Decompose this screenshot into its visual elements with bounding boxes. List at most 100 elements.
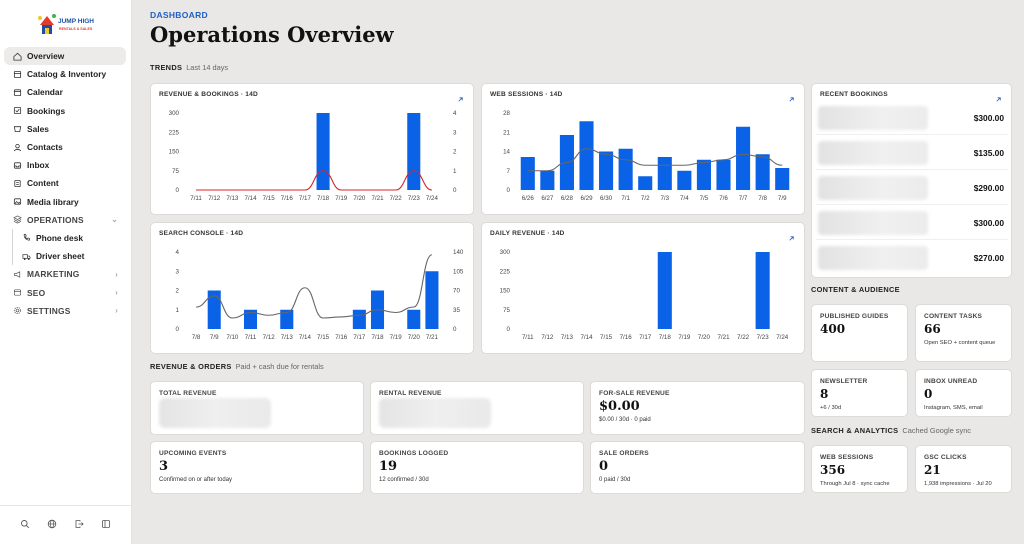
published-guides-card[interactable]: PUBLISHED GUIDES 400	[811, 304, 908, 362]
inbox-unread-card[interactable]: INBOX UNREAD 0 Instagram, SMS, email	[915, 369, 1012, 417]
sidebar-item-label: Sales	[27, 123, 49, 134]
booking-row[interactable]: $300.00	[816, 205, 1008, 240]
sidebar-item-contacts[interactable]: Contacts	[4, 138, 126, 156]
x-tick-label: 7/20	[408, 334, 421, 341]
chart-line	[527, 148, 783, 172]
chart-bar	[736, 126, 751, 190]
breadcrumb[interactable]: DASHBOARD	[150, 10, 208, 20]
search-console-card: 0 1 2 3 4 0 35 70 105 140 7/8 7/9 7/10 7/11 7/12 7/13 7/…	[150, 222, 474, 354]
kpi-sub: Confirmed on or after today	[159, 477, 233, 483]
page-title: Operations Overview	[150, 22, 394, 47]
y-tick-label: 14	[503, 149, 510, 156]
sidebar-item-label: Overview	[27, 51, 65, 62]
chart-bar	[775, 168, 790, 190]
external-link-icon[interactable]	[788, 90, 796, 102]
booking-amount: $290.00	[973, 183, 1004, 193]
kpi-value: 3	[159, 459, 169, 474]
sidebar-item-calendar[interactable]: Calendar	[4, 83, 126, 101]
globe-icon[interactable]	[47, 519, 59, 531]
sidebar-group-settings[interactable]: SETTINGS ›	[4, 302, 126, 320]
y-tick-label: 0	[507, 326, 511, 333]
total-revenue-card[interactable]: TOTAL REVENUE	[150, 381, 364, 435]
booking-row[interactable]: $135.00	[816, 135, 1008, 170]
for-sale-revenue-card[interactable]: FOR-SALE REVENUE $0.00 $0.00 / 30d · 0 p…	[590, 381, 805, 435]
sidebar-item-driver-sheet[interactable]: Driver sheet	[17, 247, 126, 265]
x-tick-label: 6/29	[580, 195, 593, 202]
chart-bar	[716, 159, 731, 190]
content-tasks-card[interactable]: CONTENT TASKS 66 Open SEO + content queu…	[915, 304, 1012, 362]
web-sessions-kpi-card[interactable]: WEB SESSIONS 356 Through Jul 8 · sync ca…	[811, 445, 908, 493]
megaphone-icon	[12, 269, 22, 279]
section-revenue-orders: REVENUE & ORDERS Paid + cash due for rent…	[150, 362, 324, 371]
sidebar-item-content[interactable]: Content	[4, 174, 126, 192]
x-tick-label: 7/14	[244, 195, 257, 202]
booking-row[interactable]: $300.00	[816, 100, 1008, 135]
sidebar-group-operations[interactable]: OPERATIONS ⌄	[4, 211, 126, 229]
x-tick-label: 7/16	[281, 195, 294, 202]
external-link-icon[interactable]	[788, 229, 796, 241]
search-icon[interactable]	[20, 519, 32, 531]
x-tick-label: 7/16	[620, 334, 633, 341]
sidebar-group-seo[interactable]: SEO ›	[4, 283, 126, 301]
sidebar-item-inbox[interactable]: Inbox	[4, 156, 126, 174]
x-tick-label: 7/21	[371, 195, 384, 202]
y-tick-label: 300	[169, 110, 180, 117]
section-label: CONTENT & AUDIENCE	[811, 285, 900, 294]
booking-row[interactable]: $290.00	[816, 170, 1008, 205]
section-label: SEARCH & ANALYTICS	[811, 426, 899, 435]
chevron-down-icon: ⌄	[111, 215, 118, 225]
sale-orders-card[interactable]: SALE ORDERS 0 0 paid / 30d	[590, 441, 805, 494]
sidebar-item-sales[interactable]: Sales	[4, 120, 126, 138]
daily-revenue-card: 0 75 150 225 300 7/11 7/12 7/13 7/14 7/15 7/16 7/17…	[481, 222, 805, 354]
sidebar-toggle-icon[interactable]	[101, 519, 113, 531]
card-title: SEARCH CONSOLE · 14D	[159, 230, 244, 237]
kpi-value: $0.00	[599, 399, 640, 414]
logo-icon: JUMP HIGH RENTALS & SALES	[38, 14, 94, 34]
gsc-clicks-card[interactable]: GSC CLICKS 21 1,938 impressions · Jul 20	[915, 445, 1012, 493]
y-tick-label: 0	[176, 326, 180, 333]
logout-icon[interactable]	[74, 519, 86, 531]
x-tick-label: 7/22	[737, 334, 750, 341]
x-tick-label: 7/2	[641, 195, 650, 202]
bookings-logged-card[interactable]: BOOKINGS LOGGED 19 12 confirmed / 30d	[370, 441, 584, 494]
sidebar-item-phone-desk[interactable]: Phone desk	[17, 229, 126, 247]
external-link-icon[interactable]	[995, 90, 1003, 102]
x-tick-label: 7/10	[226, 334, 239, 341]
x-tick-label: 7/17	[639, 334, 652, 341]
kpi-label: NEWSLETTER	[820, 378, 868, 385]
content-icon	[12, 178, 22, 188]
y-tick-label: 150	[169, 149, 180, 156]
sidebar-group-label: OPERATIONS	[27, 214, 84, 225]
kpi-sub: +6 / 30d	[820, 405, 842, 411]
y-tick-label: 0	[176, 187, 180, 194]
kpi-label: SALE ORDERS	[599, 450, 649, 457]
brand-logo[interactable]: JUMP HIGH RENTALS & SALES	[36, 11, 96, 37]
x-tick-label: 7/11	[522, 334, 534, 341]
sidebar-item-media-library[interactable]: Media library	[4, 193, 126, 211]
sidebar-item-catalog[interactable]: Catalog & Inventory	[4, 65, 126, 83]
x-tick-label: 7/12	[541, 334, 554, 341]
booking-row[interactable]: $270.00	[816, 240, 1008, 275]
redacted-booking	[818, 246, 928, 270]
rental-revenue-card[interactable]: RENTAL REVENUE	[370, 381, 584, 435]
chart-bar	[599, 151, 614, 190]
x-tick-label: 7/24	[426, 195, 439, 202]
chart-bar	[540, 170, 555, 190]
x-tick-label: 7/19	[335, 195, 348, 202]
external-link-icon[interactable]	[457, 90, 465, 102]
y-tick-label: 2	[176, 288, 180, 295]
sidebar-item-overview[interactable]: Overview	[4, 47, 126, 66]
x-tick-label: 7/13	[226, 195, 239, 202]
kpi-sub: $0.00 / 30d · 0 paid	[599, 417, 651, 423]
x-tick-label: 7/9	[778, 195, 787, 202]
sidebar-group-marketing[interactable]: MARKETING ›	[4, 265, 126, 283]
media-icon	[12, 197, 22, 207]
chart-bar	[677, 170, 692, 190]
x-tick-label: 7/13	[561, 334, 574, 341]
upcoming-events-card[interactable]: UPCOMING EVENTS 3 Confirmed on or after …	[150, 441, 364, 494]
sidebar-item-bookings[interactable]: Bookings	[4, 102, 126, 120]
newsletter-card[interactable]: NEWSLETTER 8 +6 / 30d	[811, 369, 908, 417]
chart-bar	[407, 113, 421, 190]
x-tick-label: 7/20	[353, 195, 366, 202]
sidebar-nav: Overview Catalog & Inventory Calendar Bo…	[4, 47, 126, 320]
